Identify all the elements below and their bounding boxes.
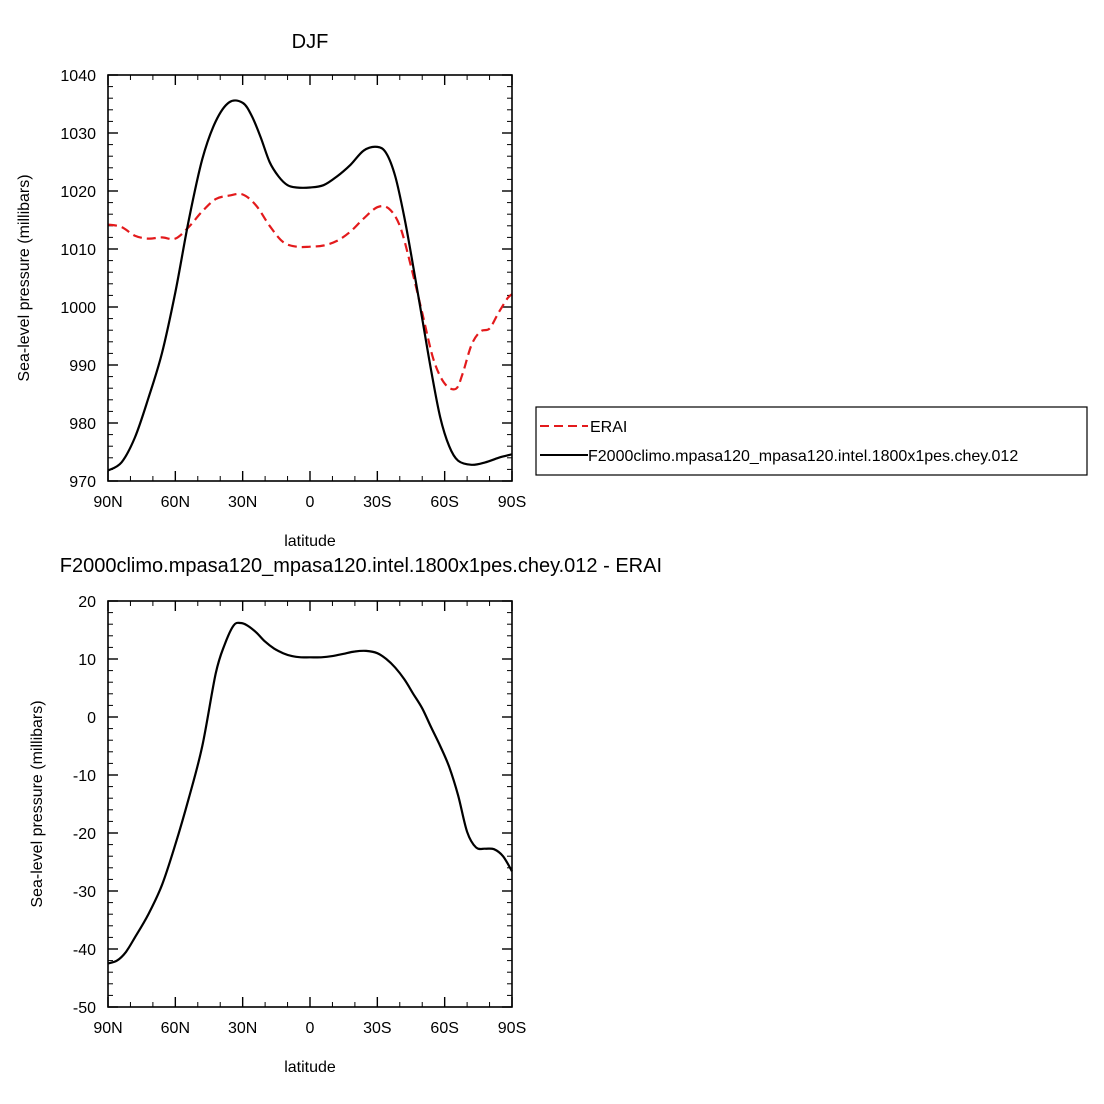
top-series-line-f2000climo-mpasa120-mpasa120-intel-1800x	[107, 99, 513, 472]
bottom-y-tick-label: -20	[73, 826, 96, 843]
top-axes: 90N 60N 30N 0 30S 60S 90S 970 980 990 1000 1010 1020…	[60, 68, 526, 511]
bottom-y-tick-label: 10	[78, 652, 96, 669]
top-x-tick-label: 90S	[498, 494, 526, 511]
bottom-axes: 90N 60N 30N 0 30S 60S 90S -50 -40 -30 -20 -10 0 10 20	[73, 594, 526, 1037]
bottom-x-axis-label: latitude	[284, 1059, 336, 1076]
top-series-lines	[107, 99, 513, 472]
top-series-line-erai	[107, 192, 513, 391]
top-y-tick-label: 1010	[60, 242, 96, 259]
bottom-y-tick-label: 20	[78, 594, 96, 611]
top-x-tick-label: 30S	[363, 494, 391, 511]
top-y-tick-label: 980	[69, 416, 96, 433]
legend-box	[535, 406, 1088, 476]
bottom-y-tick-label: -40	[73, 942, 96, 959]
top-y-tick-label: 970	[69, 474, 96, 491]
bottom-y-tick-label: -10	[73, 768, 96, 785]
legend-label-erai: ERAI	[590, 419, 627, 436]
top-x-tick-label: 90N	[93, 494, 122, 511]
bottom-y-tick-label: 0	[87, 710, 96, 727]
bottom-x-tick-label: 60N	[161, 1020, 190, 1037]
bottom-x-tick-label: 90S	[498, 1020, 526, 1037]
top-x-tick-label: 0	[306, 494, 315, 511]
bottom-x-tick-label: 30S	[363, 1020, 391, 1037]
top-x-tick-label: 60N	[161, 494, 190, 511]
bottom-x-tick-label: 0	[306, 1020, 315, 1037]
bottom-y-axis-label: Sea-level pressure (millibars)	[29, 700, 46, 907]
top-y-axis-label: Sea-level pressure (millibars)	[16, 174, 33, 381]
legend-label-model: F2000climo.mpasa120_mpasa120.intel.1800x…	[588, 448, 1018, 465]
top-chart-title: DJF	[292, 31, 329, 53]
bottom-x-tick-label: 90N	[93, 1020, 122, 1037]
bottom-y-tick-label: -50	[73, 1000, 96, 1017]
bottom-plot-frame	[107, 600, 513, 1008]
top-panel: DJF 90N 60N 30N 0 30S 60S 90S 970 980 990 1000 1010…	[16, 31, 526, 550]
top-plot-frame	[107, 74, 513, 482]
bottom-x-tick-label: 60S	[430, 1020, 458, 1037]
top-y-tick-label: 990	[69, 358, 96, 375]
top-x-axis-label: latitude	[284, 533, 336, 550]
top-y-tick-label: 1040	[60, 68, 96, 85]
legend: ERAI F2000climo.mpasa120_mpasa120.intel.…	[535, 406, 1088, 476]
top-y-tick-label: 1020	[60, 184, 96, 201]
bottom-x-tick-label: 30N	[228, 1020, 257, 1037]
bottom-series-line-difference	[107, 621, 513, 965]
top-y-tick-label: 1030	[60, 126, 96, 143]
bottom-chart-title: F2000climo.mpasa120_mpasa120.intel.1800x…	[60, 555, 662, 577]
top-y-tick-label: 1000	[60, 300, 96, 317]
bottom-series-lines	[107, 621, 513, 965]
top-x-tick-label: 60S	[430, 494, 458, 511]
bottom-y-tick-label: -30	[73, 884, 96, 901]
bottom-panel: F2000climo.mpasa120_mpasa120.intel.1800x…	[29, 555, 662, 1076]
top-x-tick-label: 30N	[228, 494, 257, 511]
